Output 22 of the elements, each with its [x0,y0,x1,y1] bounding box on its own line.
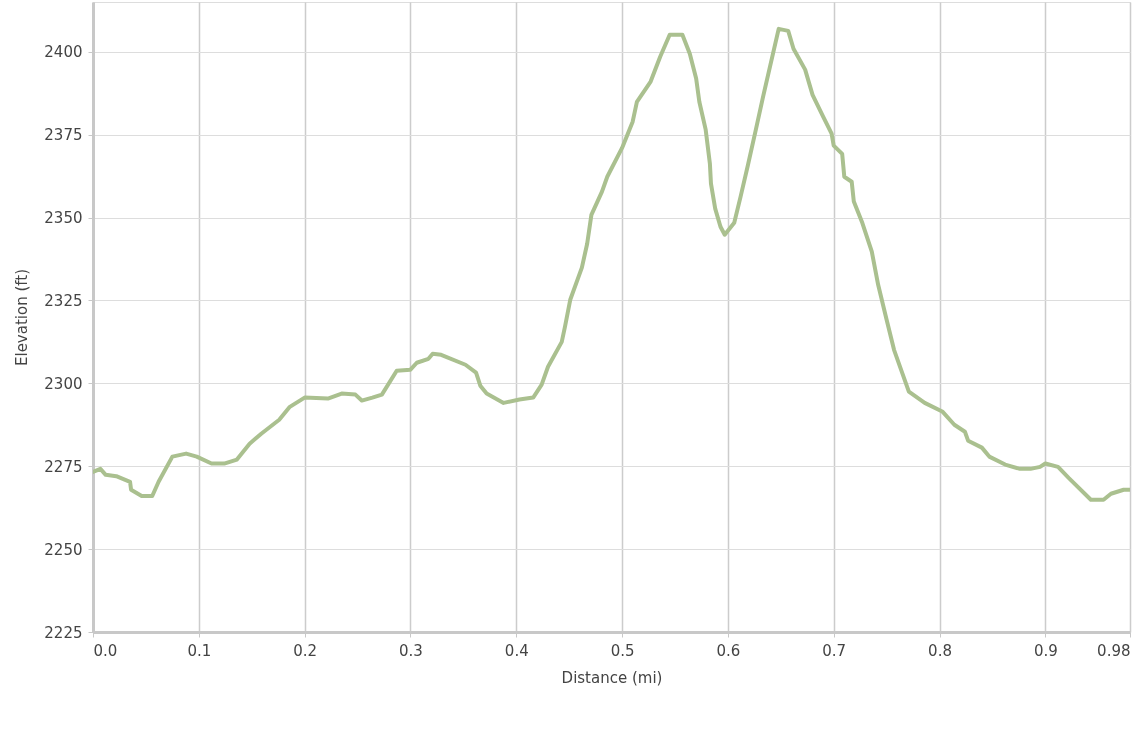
x-tick-label: 0.98 [1097,641,1131,660]
y-tick-label: 2225 [44,623,83,642]
y-tick-label: 2300 [44,374,83,393]
x-tick-label: 0.7 [822,641,847,660]
line-series [93,26,1130,502]
x-tick-label: 0.3 [399,641,423,660]
x-tick-label: 0.1 [187,641,212,660]
x-axis-title: Distance (mi) [561,668,663,687]
y-tick-label: 2350 [44,209,83,228]
y-tick-label: 2400 [44,43,83,62]
y-tick-label: 2375 [44,126,83,145]
x-tick-label: 0.2 [293,641,318,660]
x-tick-label: 0.0 [93,641,118,660]
x-tick-label: 0.6 [716,641,741,660]
x-tick-label: 0.5 [610,641,635,660]
y-axis-title: Elevation (ft) [13,268,32,367]
y-tick-label: 2275 [44,457,83,476]
y-tick-label: 2250 [44,540,83,559]
x-tick-label: 0.4 [504,641,529,660]
x-tick-label: 0.8 [928,641,952,660]
x-tick-label: 0.9 [1033,641,1058,660]
y-tick-label: 2325 [44,291,83,310]
